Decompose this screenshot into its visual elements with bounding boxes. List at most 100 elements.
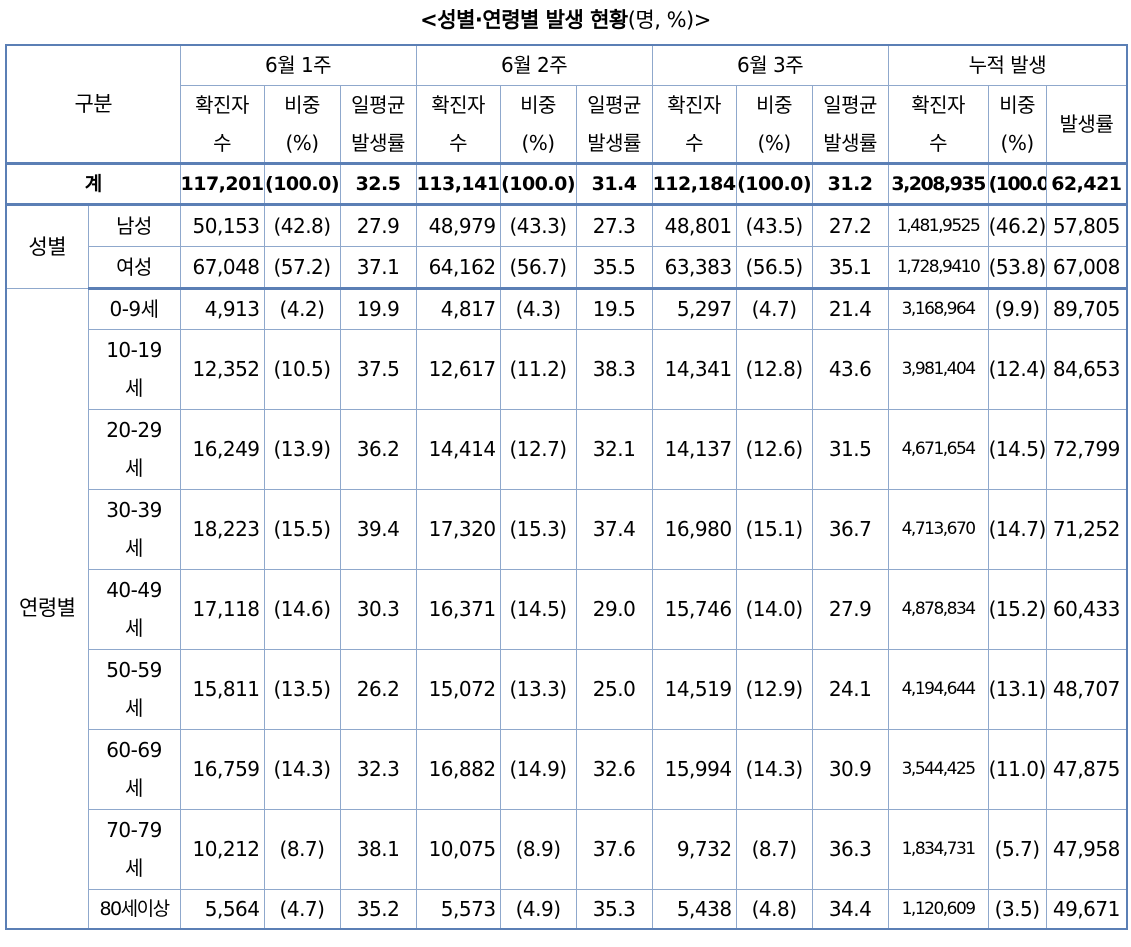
header-share: 비중 (%): [499, 84, 577, 164]
table-row-total: 계 117,201 (100.0) 32.5 113,141 (100.0) 3…: [5, 161, 1128, 206]
cell: (4.2): [263, 287, 341, 330]
cell: 21.4: [811, 287, 889, 330]
cell: (100.0): [987, 161, 1047, 206]
header-week-3: 6월 3주: [651, 44, 889, 86]
table-title: <성별·연령별 발생 현황(명, %)>: [0, 4, 1131, 34]
cell: 14,414: [415, 408, 501, 490]
row-label: 여성: [87, 245, 181, 290]
header-share: 비중 (%): [987, 84, 1047, 164]
cell: (15.5): [263, 488, 341, 570]
cell: 30.9: [811, 728, 889, 810]
title-text: <성별·연령별 발생 현황: [420, 8, 628, 32]
cell: (12.7): [499, 408, 577, 490]
cell: 32.6: [575, 728, 653, 810]
cell: 5,297: [651, 287, 737, 330]
cell: 67,048: [179, 245, 265, 290]
cell: 63,383: [651, 245, 737, 290]
cell: 1,120,609: [887, 888, 989, 930]
cell: 57,805: [1045, 203, 1128, 247]
cell: (13.9): [263, 408, 341, 490]
cell: (14.5): [987, 408, 1047, 490]
cell: 32.5: [339, 161, 417, 206]
cell: 26.2: [339, 648, 417, 730]
cell: 12,617: [415, 328, 501, 410]
cell: (56.5): [735, 245, 813, 290]
total-label: 계: [5, 161, 181, 206]
cell: 4,878,834: [887, 568, 989, 650]
cell: 113,141: [415, 161, 501, 206]
cell: 60,433: [1045, 568, 1128, 650]
cell: 27.9: [811, 568, 889, 650]
cell: 43.6: [811, 328, 889, 410]
cell: 1,834,731: [887, 808, 989, 890]
table-row-age: 40-49 세 17,118 (14.6) 30.3 16,371 (14.5) …: [6, 568, 1128, 650]
cell: (4.3): [499, 287, 577, 330]
header-group-label: 구분: [5, 44, 181, 164]
cell: (11.0): [987, 728, 1047, 810]
cell: (8.9): [499, 808, 577, 890]
cell: (13.5): [263, 648, 341, 730]
cell: (14.3): [263, 728, 341, 810]
table-row-age: 60-69 세 16,759 (14.3) 32.3 16,882 (14.9) …: [6, 728, 1128, 810]
table-row-age: 30-39 세 18,223 (15.5) 39.4 17,320 (15.3) …: [6, 488, 1128, 570]
cell: 5,438: [651, 888, 737, 930]
cell: 19.5: [575, 287, 653, 330]
cell: 36.7: [811, 488, 889, 570]
header-daily-rate: 일평균 발생률: [575, 84, 653, 164]
sex-group-label: 성별: [5, 203, 89, 289]
cell: 14,341: [651, 328, 737, 410]
row-label: 20-29 세: [87, 408, 181, 490]
cell: 64,162: [415, 245, 501, 290]
cell: 112,184: [651, 161, 737, 206]
cell: (14.0): [735, 568, 813, 650]
row-label: 80세이상: [87, 888, 181, 930]
cell: (43.3): [499, 203, 577, 247]
cell: (4.7): [735, 287, 813, 330]
cell: 31.4: [575, 161, 653, 206]
cell: 4,671,654: [887, 408, 989, 490]
table-row-age: 10-19 세 12,352 (10.5) 37.5 12,617 (11.2) …: [6, 328, 1128, 410]
cell: 71,252: [1045, 488, 1128, 570]
cell: 16,980: [651, 488, 737, 570]
cell: 9,732: [651, 808, 737, 890]
header-row-sub: 확진자 수 비중 (%) 일평균 발생률 확진자 수 비중 (%) 일평균 발생률 확진자 수…: [6, 84, 1128, 164]
cell: 47,875: [1045, 728, 1128, 810]
cell: 38.1: [339, 808, 417, 890]
cell: 4,817: [415, 287, 501, 330]
cell: 12,352: [179, 328, 265, 410]
header-cumulative: 누적 발생: [887, 44, 1128, 86]
cell: 27.9: [339, 203, 417, 247]
header-confirmed: 확진자 수: [887, 84, 989, 164]
cell: 72,799: [1045, 408, 1128, 490]
cell: 39.4: [339, 488, 417, 570]
cell: 84,653: [1045, 328, 1128, 410]
cell: 50,153: [179, 203, 265, 247]
row-label: 60-69 세: [87, 728, 181, 810]
cell: (14.7): [987, 488, 1047, 570]
cell: (43.5): [735, 203, 813, 247]
cell: (100.0): [735, 161, 813, 206]
cell: 31.5: [811, 408, 889, 490]
cell: 36.2: [339, 408, 417, 490]
cell: 89,705: [1045, 287, 1128, 330]
title-unit: (명, %)>: [627, 8, 712, 32]
cell: 15,072: [415, 648, 501, 730]
table-row-age: 80세이상 5,564 (4.7) 35.2 5,573 (4.9) 35.3 …: [6, 888, 1128, 930]
cell: 1,481,9525: [887, 203, 989, 247]
cell: 37.6: [575, 808, 653, 890]
cell: (15.1): [735, 488, 813, 570]
cell: 38.3: [575, 328, 653, 410]
cell: 17,118: [179, 568, 265, 650]
row-label: 남성: [87, 203, 181, 247]
cell: 37.1: [339, 245, 417, 290]
cell: 16,371: [415, 568, 501, 650]
cell: (8.7): [735, 808, 813, 890]
cell: (53.8): [987, 245, 1047, 290]
cell: (12.9): [735, 648, 813, 730]
row-label: 50-59 세: [87, 648, 181, 730]
cell: (100.0): [499, 161, 577, 206]
cell: 62,421: [1045, 161, 1128, 206]
cell: 48,801: [651, 203, 737, 247]
cell: 19.9: [339, 287, 417, 330]
cell: (9.9): [987, 287, 1047, 330]
